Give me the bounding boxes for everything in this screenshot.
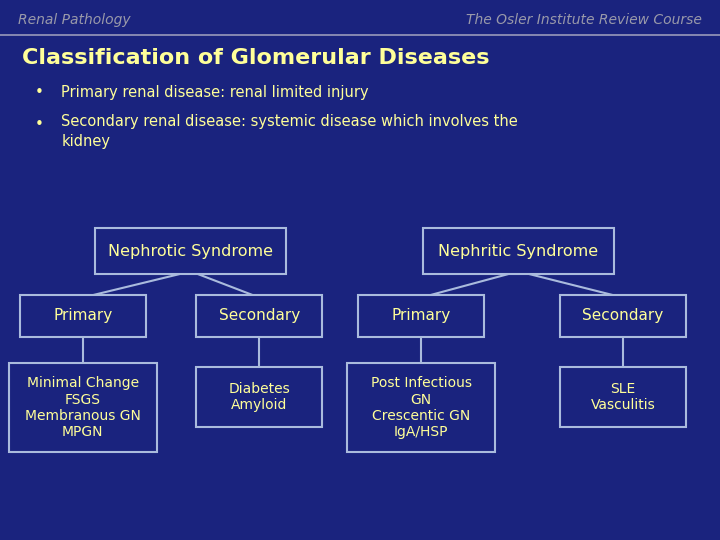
Text: Secondary renal disease: systemic disease which involves the: Secondary renal disease: systemic diseas…	[61, 114, 518, 129]
Text: Primary: Primary	[53, 308, 112, 323]
Text: Primary renal disease: renal limited injury: Primary renal disease: renal limited inj…	[61, 85, 369, 100]
Text: Post Infectious
GN
Crescentic GN
IgA/HSP: Post Infectious GN Crescentic GN IgA/HSP	[371, 376, 472, 439]
Text: Nephritic Syndrome: Nephritic Syndrome	[438, 244, 598, 259]
Text: Diabetes
Amyloid: Diabetes Amyloid	[228, 382, 290, 412]
FancyBboxPatch shape	[347, 363, 495, 453]
FancyBboxPatch shape	[560, 295, 685, 337]
Text: Classification of Glomerular Diseases: Classification of Glomerular Diseases	[22, 48, 489, 68]
FancyBboxPatch shape	[560, 367, 685, 427]
Text: Nephrotic Syndrome: Nephrotic Syndrome	[108, 244, 274, 259]
Text: •: •	[35, 117, 44, 132]
Text: Secondary: Secondary	[219, 308, 300, 323]
FancyBboxPatch shape	[95, 228, 287, 274]
Text: •: •	[35, 85, 44, 100]
FancyBboxPatch shape	[358, 295, 484, 337]
Text: Minimal Change
FSGS
Membranous GN
MPGN: Minimal Change FSGS Membranous GN MPGN	[25, 376, 140, 439]
Text: Renal Pathology: Renal Pathology	[18, 13, 130, 27]
Text: kidney: kidney	[61, 134, 110, 149]
FancyBboxPatch shape	[196, 367, 323, 427]
Text: Primary: Primary	[392, 308, 451, 323]
Text: The Osler Institute Review Course: The Osler Institute Review Course	[466, 13, 702, 27]
Text: SLE
Vasculitis: SLE Vasculitis	[590, 382, 655, 412]
FancyBboxPatch shape	[423, 228, 614, 274]
Text: Secondary: Secondary	[582, 308, 663, 323]
FancyBboxPatch shape	[9, 363, 157, 453]
FancyBboxPatch shape	[20, 295, 145, 337]
FancyBboxPatch shape	[196, 295, 323, 337]
